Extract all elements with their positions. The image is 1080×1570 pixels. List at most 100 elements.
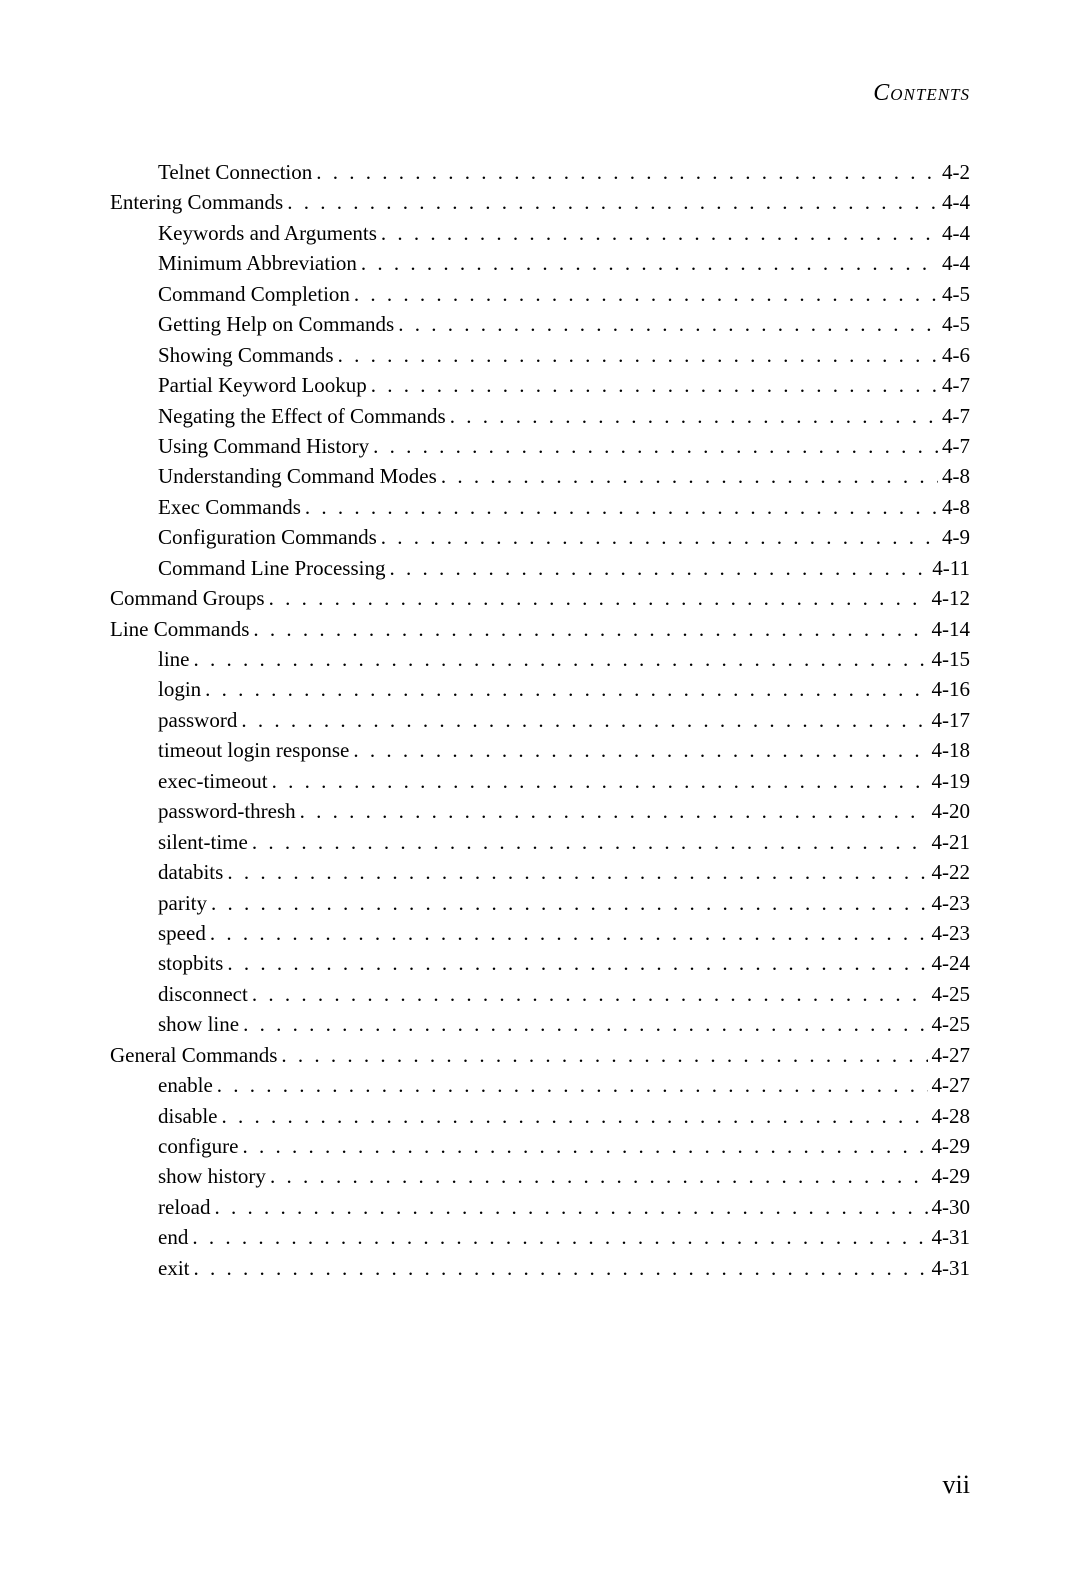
toc-dots: . . . . . . . . . . . . . . . . . . . . … — [214, 1192, 927, 1222]
toc-page: 4-4 — [942, 248, 970, 278]
toc-page: 4-22 — [932, 857, 971, 887]
toc-entry: Getting Help on Commands. . . . . . . . … — [110, 309, 970, 339]
toc-page: 4-25 — [932, 979, 971, 1009]
toc-page: 4-7 — [942, 370, 970, 400]
toc-entry: exit. . . . . . . . . . . . . . . . . . … — [110, 1253, 970, 1283]
toc-dots: . . . . . . . . . . . . . . . . . . . . … — [361, 248, 938, 278]
toc-label: Showing Commands — [158, 340, 334, 370]
toc-page: 4-8 — [942, 492, 970, 522]
table-of-contents: Telnet Connection. . . . . . . . . . . .… — [110, 157, 970, 1283]
toc-page: 4-23 — [932, 888, 971, 918]
toc-entry: speed. . . . . . . . . . . . . . . . . .… — [110, 918, 970, 948]
toc-dots: . . . . . . . . . . . . . . . . . . . . … — [242, 1131, 927, 1161]
toc-dots: . . . . . . . . . . . . . . . . . . . . … — [194, 644, 928, 674]
toc-dots: . . . . . . . . . . . . . . . . . . . . … — [373, 431, 938, 461]
toc-dots: . . . . . . . . . . . . . . . . . . . . … — [305, 492, 938, 522]
toc-entry: Command Groups. . . . . . . . . . . . . … — [110, 583, 970, 613]
toc-entry: exec-timeout. . . . . . . . . . . . . . … — [110, 766, 970, 796]
toc-entry: silent-time. . . . . . . . . . . . . . .… — [110, 827, 970, 857]
toc-entry: Command Completion. . . . . . . . . . . … — [110, 279, 970, 309]
toc-entry: login. . . . . . . . . . . . . . . . . .… — [110, 674, 970, 704]
toc-dots: . . . . . . . . . . . . . . . . . . . . … — [243, 1009, 927, 1039]
toc-page: 4-17 — [932, 705, 971, 735]
toc-page: 4-12 — [932, 583, 971, 613]
toc-label: speed — [158, 918, 206, 948]
toc-page: 4-28 — [932, 1101, 971, 1131]
toc-page: 4-30 — [932, 1192, 971, 1222]
toc-label: Command Line Processing — [158, 553, 385, 583]
toc-label: parity — [158, 888, 207, 918]
toc-entry: Line Commands. . . . . . . . . . . . . .… — [110, 614, 970, 644]
toc-label: login — [158, 674, 201, 704]
toc-dots: . . . . . . . . . . . . . . . . . . . . … — [389, 553, 928, 583]
toc-entry: Telnet Connection. . . . . . . . . . . .… — [110, 157, 970, 187]
toc-dots: . . . . . . . . . . . . . . . . . . . . … — [450, 401, 938, 431]
toc-label: Negating the Effect of Commands — [158, 401, 446, 431]
toc-dots: . . . . . . . . . . . . . . . . . . . . … — [227, 857, 927, 887]
toc-page: 4-23 — [932, 918, 971, 948]
toc-label: exec-timeout — [158, 766, 268, 796]
toc-entry: stopbits. . . . . . . . . . . . . . . . … — [110, 948, 970, 978]
toc-label: show line — [158, 1009, 239, 1039]
toc-dots: . . . . . . . . . . . . . . . . . . . . … — [300, 796, 928, 826]
toc-dots: . . . . . . . . . . . . . . . . . . . . … — [210, 918, 928, 948]
toc-page: 4-11 — [932, 553, 970, 583]
toc-label: Understanding Command Modes — [158, 461, 437, 491]
toc-dots: . . . . . . . . . . . . . . . . . . . . … — [192, 1222, 927, 1252]
toc-label: stopbits — [158, 948, 223, 978]
toc-label: Exec Commands — [158, 492, 301, 522]
toc-dots: . . . . . . . . . . . . . . . . . . . . … — [371, 370, 938, 400]
toc-label: Minimum Abbreviation — [158, 248, 357, 278]
toc-page: 4-20 — [932, 796, 971, 826]
toc-entry: enable. . . . . . . . . . . . . . . . . … — [110, 1070, 970, 1100]
toc-label: General Commands — [110, 1040, 277, 1070]
toc-dots: . . . . . . . . . . . . . . . . . . . . … — [287, 187, 938, 217]
toc-dots: . . . . . . . . . . . . . . . . . . . . … — [441, 461, 938, 491]
toc-entry: end. . . . . . . . . . . . . . . . . . .… — [110, 1222, 970, 1252]
toc-entry: Exec Commands. . . . . . . . . . . . . .… — [110, 492, 970, 522]
toc-label: Partial Keyword Lookup — [158, 370, 367, 400]
toc-dots: . . . . . . . . . . . . . . . . . . . . … — [217, 1070, 928, 1100]
toc-label: timeout login response — [158, 735, 349, 765]
toc-page: 4-24 — [932, 948, 971, 978]
toc-page: 4-31 — [932, 1253, 971, 1283]
toc-dots: . . . . . . . . . . . . . . . . . . . . … — [398, 309, 938, 339]
toc-entry: show line. . . . . . . . . . . . . . . .… — [110, 1009, 970, 1039]
toc-dots: . . . . . . . . . . . . . . . . . . . . … — [354, 279, 938, 309]
page-header: Contents — [110, 80, 970, 107]
toc-page: 4-18 — [932, 735, 971, 765]
toc-label: Using Command History — [158, 431, 369, 461]
toc-dots: . . . . . . . . . . . . . . . . . . . . … — [316, 157, 938, 187]
toc-entry: parity. . . . . . . . . . . . . . . . . … — [110, 888, 970, 918]
toc-dots: . . . . . . . . . . . . . . . . . . . . … — [281, 1040, 927, 1070]
toc-page: 4-27 — [932, 1070, 971, 1100]
toc-entry: databits. . . . . . . . . . . . . . . . … — [110, 857, 970, 887]
toc-dots: . . . . . . . . . . . . . . . . . . . . … — [269, 583, 928, 613]
toc-entry: timeout login response. . . . . . . . . … — [110, 735, 970, 765]
toc-label: enable — [158, 1070, 213, 1100]
toc-page: 4-21 — [932, 827, 971, 857]
toc-page: 4-29 — [932, 1161, 971, 1191]
toc-label: Getting Help on Commands — [158, 309, 394, 339]
toc-entry: General Commands. . . . . . . . . . . . … — [110, 1040, 970, 1070]
toc-entry: password-thresh. . . . . . . . . . . . .… — [110, 796, 970, 826]
toc-entry: disconnect. . . . . . . . . . . . . . . … — [110, 979, 970, 1009]
toc-label: Keywords and Arguments — [158, 218, 377, 248]
toc-page: 4-19 — [932, 766, 971, 796]
toc-page: 4-2 — [942, 157, 970, 187]
toc-dots: . . . . . . . . . . . . . . . . . . . . … — [381, 218, 938, 248]
toc-dots: . . . . . . . . . . . . . . . . . . . . … — [252, 979, 928, 1009]
toc-page: 4-5 — [942, 309, 970, 339]
toc-label: end — [158, 1222, 188, 1252]
toc-dots: . . . . . . . . . . . . . . . . . . . . … — [272, 766, 928, 796]
toc-label: disable — [158, 1101, 217, 1131]
toc-entry: Showing Commands. . . . . . . . . . . . … — [110, 340, 970, 370]
toc-label: password-thresh — [158, 796, 296, 826]
toc-label: silent-time — [158, 827, 248, 857]
toc-page: 4-9 — [942, 522, 970, 552]
toc-entry: Entering Commands. . . . . . . . . . . .… — [110, 187, 970, 217]
toc-label: show history — [158, 1161, 266, 1191]
toc-dots: . . . . . . . . . . . . . . . . . . . . … — [241, 705, 927, 735]
toc-page: 4-29 — [932, 1131, 971, 1161]
toc-dots: . . . . . . . . . . . . . . . . . . . . … — [205, 674, 927, 704]
